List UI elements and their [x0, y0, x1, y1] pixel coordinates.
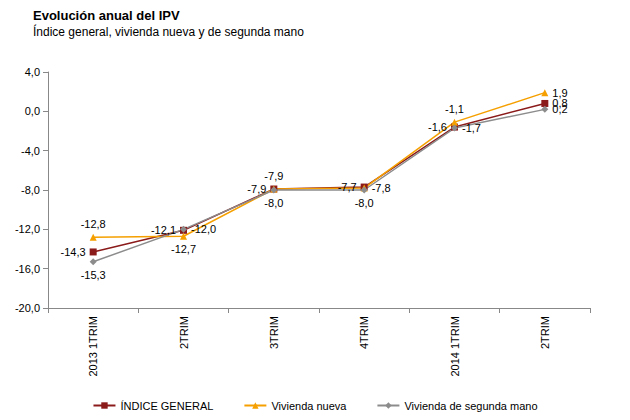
- svg-text:Índice general, vivienda nueva: Índice general, vivienda nueva y de segu…: [33, 24, 304, 39]
- svg-text:2013 1TRIM: 2013 1TRIM: [87, 316, 99, 377]
- svg-text:-15,3: -15,3: [81, 269, 106, 281]
- svg-text:-4,0: -4,0: [21, 145, 40, 157]
- svg-text:Evolución anual del IPV: Evolución anual del IPV: [33, 8, 180, 23]
- svg-text:-12,0: -12,0: [15, 223, 40, 235]
- svg-text:-8,0: -8,0: [355, 197, 374, 209]
- svg-text:4,0: 4,0: [25, 66, 40, 78]
- svg-text:Vivienda de segunda mano: Vivienda de segunda mano: [404, 400, 537, 412]
- svg-text:2TRIM: 2TRIM: [178, 316, 190, 349]
- svg-text:-7,9: -7,9: [264, 170, 283, 182]
- svg-text:-14,3: -14,3: [61, 246, 86, 258]
- svg-text:-8,0: -8,0: [264, 197, 283, 209]
- svg-text:Vivienda nueva: Vivienda nueva: [271, 400, 347, 412]
- svg-text:3TRIM: 3TRIM: [268, 316, 280, 349]
- svg-text:0,0: 0,0: [25, 105, 40, 117]
- svg-text:2014 1TRIM: 2014 1TRIM: [449, 316, 461, 377]
- svg-text:2TRIM: 2TRIM: [539, 316, 551, 349]
- svg-text:1,9: 1,9: [552, 87, 567, 99]
- svg-text:-12,0: -12,0: [191, 223, 216, 235]
- svg-text:-1,6: -1,6: [428, 121, 447, 133]
- svg-text:4TRIM: 4TRIM: [358, 316, 370, 349]
- svg-text:-1,7: -1,7: [462, 122, 481, 134]
- svg-text:-8,0: -8,0: [21, 184, 40, 196]
- svg-text:-16,0: -16,0: [15, 263, 40, 275]
- svg-text:-7,9: -7,9: [247, 183, 266, 195]
- svg-text:0,2: 0,2: [552, 103, 567, 115]
- svg-text:-7,7: -7,7: [338, 181, 357, 193]
- svg-text:-20,0: -20,0: [15, 302, 40, 314]
- svg-text:-12,8: -12,8: [81, 218, 106, 230]
- svg-text:-12,7: -12,7: [171, 243, 196, 255]
- svg-text:ÍNDICE GENERAL: ÍNDICE GENERAL: [120, 400, 213, 412]
- svg-text:-12,1: -12,1: [151, 224, 176, 236]
- svg-text:-1,1: -1,1: [445, 103, 464, 115]
- svg-text:-7,8: -7,8: [372, 182, 391, 194]
